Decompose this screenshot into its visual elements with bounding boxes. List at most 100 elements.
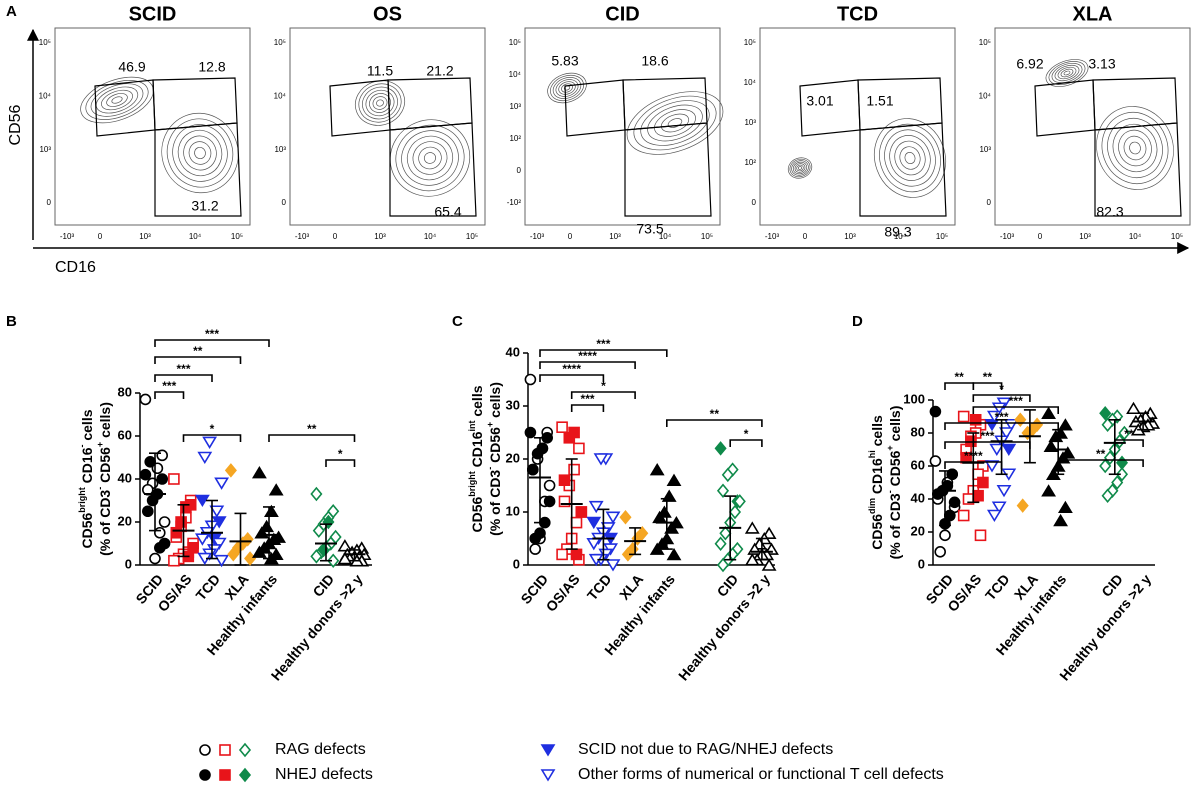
dot <box>211 537 227 551</box>
y-axis-label-part: cells) <box>97 402 113 442</box>
significance-label: **** <box>562 362 581 376</box>
contour <box>1096 106 1174 190</box>
flow-y-tick-label: 10⁴ <box>509 70 522 79</box>
contour <box>561 83 573 93</box>
y-axis-label-part: dim <box>867 498 877 514</box>
y-axis-label-part: int <box>467 421 477 432</box>
flow-y-tick-label: 10⁴ <box>39 91 52 100</box>
flow-title: CID <box>605 3 639 25</box>
dot <box>197 451 213 465</box>
significance-bracket <box>154 374 213 382</box>
flow-x-tick-label: 10³ <box>374 232 386 241</box>
flow-y-tick-label: 10⁴ <box>744 78 757 87</box>
flow-x-tick-label: 10⁴ <box>189 232 202 241</box>
flow-x-tick-label: 0 <box>1038 232 1043 241</box>
significance-bracket <box>154 356 242 364</box>
y-axis-label-part: - <box>485 467 495 470</box>
contour <box>161 112 239 194</box>
dot <box>556 548 568 561</box>
y-axis-label-part: - <box>885 490 895 493</box>
dot <box>563 431 576 444</box>
flow-plot-frame <box>54 27 251 226</box>
dot <box>170 526 183 539</box>
dot <box>524 373 537 386</box>
dot <box>154 526 166 539</box>
significance-bracket <box>972 382 1003 390</box>
y-tick-label: 30 <box>506 397 520 412</box>
dot <box>957 410 970 423</box>
flow-y-tick-label: 10³ <box>979 145 991 154</box>
gate <box>1094 122 1182 217</box>
dot <box>649 542 665 555</box>
flow-x-tick-label: 10⁵ <box>231 232 243 241</box>
dot <box>524 426 537 439</box>
dot <box>337 539 353 552</box>
significance-label: ** <box>983 370 993 384</box>
significance-label: ** <box>1124 427 1134 441</box>
gate <box>389 122 477 217</box>
contour <box>654 109 696 137</box>
significance-bracket <box>154 339 270 347</box>
contour <box>1123 135 1147 161</box>
significance-label: *** <box>162 379 176 393</box>
dot <box>168 473 180 485</box>
contour <box>95 86 139 114</box>
flow-y-tick-label: 10⁴ <box>274 91 287 100</box>
flow-x-tick-label: -10³ <box>530 232 545 241</box>
significance-bracket <box>1057 459 1144 467</box>
flow-y-tick-label: 10⁵ <box>509 38 521 47</box>
dot <box>139 393 152 406</box>
flow-x-tick-label: 0 <box>333 232 338 241</box>
y-tick-label: 40 <box>506 344 520 359</box>
x-tick-label: TCD <box>584 571 615 603</box>
flow-x-tick-label: 10³ <box>609 232 621 241</box>
flow-y-tick-label: 10⁵ <box>979 38 991 47</box>
y-tick-label: 80 <box>911 424 925 439</box>
flow-y-tick-label: 10³ <box>39 145 51 154</box>
dot <box>251 545 267 558</box>
flow-y-tick-label: 10⁴ <box>979 91 992 100</box>
dot <box>986 509 1002 523</box>
legend-marker <box>219 769 231 781</box>
contour <box>106 93 128 107</box>
contour <box>667 118 683 128</box>
contour <box>423 152 437 164</box>
y-axis-label: (% of CD3- CD56+ cells) <box>485 382 502 536</box>
flow-x-tick-label: -10³ <box>60 232 75 241</box>
flow-plot-frame <box>759 27 956 226</box>
significance-label: *** <box>205 327 219 341</box>
dot <box>327 553 340 568</box>
dot <box>175 516 187 528</box>
dot <box>1099 458 1112 474</box>
significance-label: ** <box>954 370 964 384</box>
flow-x-tick-label: 10³ <box>844 232 856 241</box>
flow-y-tick-label: -10² <box>507 198 522 207</box>
dot <box>593 453 609 466</box>
significance-label: * <box>744 427 749 441</box>
dot <box>716 557 730 573</box>
y-axis-label-part: bright <box>77 487 87 513</box>
y-tick-label: 80 <box>118 384 132 399</box>
flow-x-tick-label: 10⁴ <box>894 232 907 241</box>
significance-bracket <box>182 434 242 442</box>
y-tick-label: 20 <box>506 450 520 465</box>
contour <box>1107 117 1163 179</box>
dot <box>1053 513 1069 527</box>
y-axis-label-part: cells <box>869 415 885 450</box>
flow-x-tick-label: 10³ <box>139 232 151 241</box>
contour <box>1054 64 1080 82</box>
gate-percentage: 5.83 <box>551 53 578 69</box>
legend-marker <box>199 744 211 756</box>
dot <box>168 554 180 567</box>
dot <box>156 473 168 485</box>
contour <box>188 141 212 165</box>
dot <box>570 548 583 561</box>
dot <box>1126 401 1141 415</box>
contour <box>791 160 809 176</box>
y-tick-label: 10 <box>506 503 520 518</box>
x-tick-label: TCD <box>982 571 1013 603</box>
dot <box>719 525 732 541</box>
flow-x-tick-label: 10³ <box>1079 232 1091 241</box>
dot <box>996 484 1012 498</box>
dot <box>989 443 1005 457</box>
